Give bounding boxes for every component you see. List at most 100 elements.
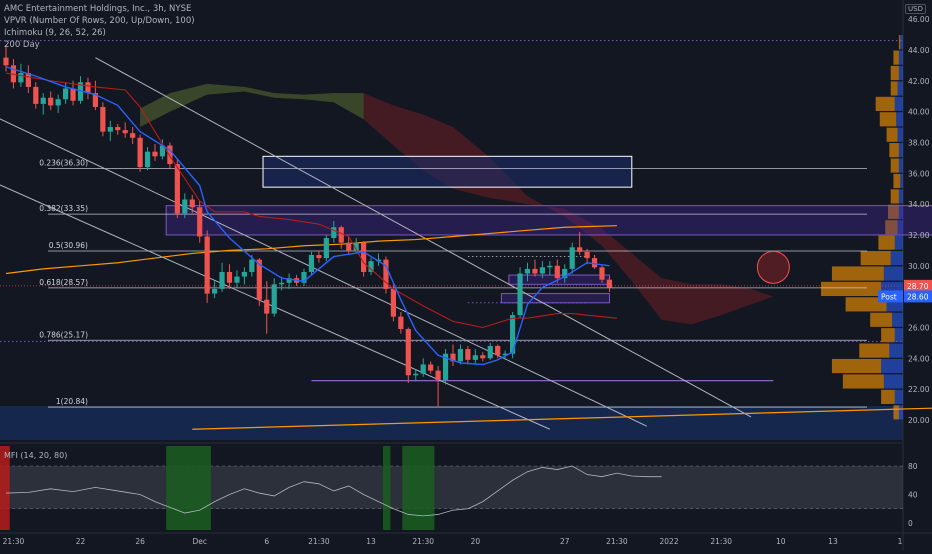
price-axis-tick: 30.00 <box>908 262 930 271</box>
candle-body <box>3 57 9 66</box>
candle-body <box>271 284 277 314</box>
vpvr-bar-up <box>897 220 903 235</box>
candle-body <box>85 82 91 94</box>
candle-body <box>487 345 493 359</box>
indicator-ichimoku-label[interactable]: Ichimoku (9, 26, 52, 26) <box>4 28 106 38</box>
candle-body <box>70 88 76 101</box>
mfi-zone-green <box>402 446 435 530</box>
candle-body <box>63 88 69 100</box>
candle-body <box>510 315 516 354</box>
zone-box-4 <box>500 293 610 304</box>
indicator-ma200-label[interactable]: 200 Day <box>4 40 40 50</box>
candle-body <box>316 255 322 259</box>
highlight-circle <box>756 250 790 284</box>
candle-body <box>234 276 240 283</box>
price-axis-tick: 20.00 <box>908 416 930 425</box>
vpvr-bar-up <box>900 173 903 189</box>
time-axis-tick: 27 <box>560 537 570 546</box>
mfi-zone-green <box>382 446 391 530</box>
candle-body <box>465 349 471 360</box>
price-axis-tick: 40.00 <box>908 108 930 117</box>
mfi-zone-red <box>0 446 10 530</box>
candle-body <box>167 145 173 165</box>
candle-body <box>33 86 39 104</box>
time-axis-tick: 22 <box>76 537 86 546</box>
vpvr-bar-down <box>821 281 882 297</box>
candle-body <box>301 271 307 283</box>
fib-label: 0.382(33.35) <box>39 204 88 213</box>
zone-box-1 <box>262 155 633 188</box>
price-axis-tick: 38.00 <box>908 138 930 147</box>
candle-body <box>77 82 84 101</box>
candle-body <box>405 329 411 376</box>
candle-body <box>450 353 456 362</box>
price-axis-tick: 32.00 <box>908 231 930 240</box>
kijun-line <box>5 72 617 329</box>
candle-body <box>457 349 464 362</box>
candle-body <box>197 207 203 237</box>
price-axis-tick: 22.00 <box>908 385 930 394</box>
candle-body <box>130 133 136 138</box>
post-tag-badge <box>878 290 903 303</box>
time-axis-tick: 21:30 <box>710 537 732 546</box>
candle-body <box>577 247 583 252</box>
currency-badge[interactable]: USD <box>905 4 926 14</box>
candle-body <box>472 355 478 360</box>
candle-body <box>107 127 113 132</box>
vpvr-bar-down <box>893 405 899 420</box>
candle-body <box>286 278 292 283</box>
ichimoku-cloud <box>140 83 774 325</box>
vpvr-bar-up <box>894 389 903 404</box>
trend-channel-line <box>0 184 551 430</box>
candle-body <box>308 255 315 272</box>
candle-body <box>219 271 225 289</box>
candle-body <box>584 251 590 259</box>
candle-body <box>346 242 352 251</box>
candle-body <box>361 242 367 272</box>
price-axis-tick: 24.00 <box>908 354 930 363</box>
candle-body <box>435 370 441 380</box>
vpvr-bar-up <box>898 158 903 173</box>
tenkan-line <box>5 66 610 366</box>
candle-body <box>279 282 285 285</box>
vpvr-bar-down <box>831 266 884 281</box>
vpvr-bar-down <box>875 96 895 111</box>
price-axis-tick: 44.00 <box>908 46 930 55</box>
candle-body <box>18 73 24 83</box>
vpvr-bar-up <box>894 328 903 343</box>
candle-body <box>212 288 218 294</box>
time-axis-tick: 13 <box>366 537 376 546</box>
time-axis-tick: 6 <box>264 537 269 546</box>
vpvr-bar-down <box>881 389 895 404</box>
candle-body <box>390 288 396 317</box>
candle-body <box>331 227 337 239</box>
candle-body <box>383 259 389 289</box>
candle-body <box>48 97 54 106</box>
candle-body <box>547 265 553 268</box>
fib-label: 0.786(25.17) <box>39 330 88 339</box>
vpvr-bar-up <box>890 250 903 266</box>
vpvr-bar-down <box>890 81 898 96</box>
vpvr-bar-up <box>897 127 903 142</box>
chart-title: AMC Entertainment Holdings, Inc., 3h, NY… <box>4 4 192 14</box>
candle-body <box>599 267 605 280</box>
candle-body <box>338 227 344 243</box>
trend-channel-line <box>95 57 752 418</box>
fib-label: 1(20.84) <box>56 397 88 406</box>
vpvr-bar-down <box>879 112 897 127</box>
candle-body <box>480 355 486 359</box>
fib-label: 0.236(36.30) <box>39 159 88 168</box>
candle-body <box>264 299 270 314</box>
indicator-vpvr-label[interactable]: VPVR (Number Of Rows, 200, Up/Down, 100) <box>4 16 195 26</box>
vpvr-bar-down <box>842 374 884 389</box>
candle-body <box>115 127 121 131</box>
candle-body <box>532 268 538 274</box>
price-axis-tick: 36.00 <box>908 169 930 178</box>
vpvr-bar-down <box>890 65 899 81</box>
candle-body <box>55 99 61 106</box>
candle-body <box>502 353 508 356</box>
last-price-label: 28.70 <box>907 282 929 291</box>
